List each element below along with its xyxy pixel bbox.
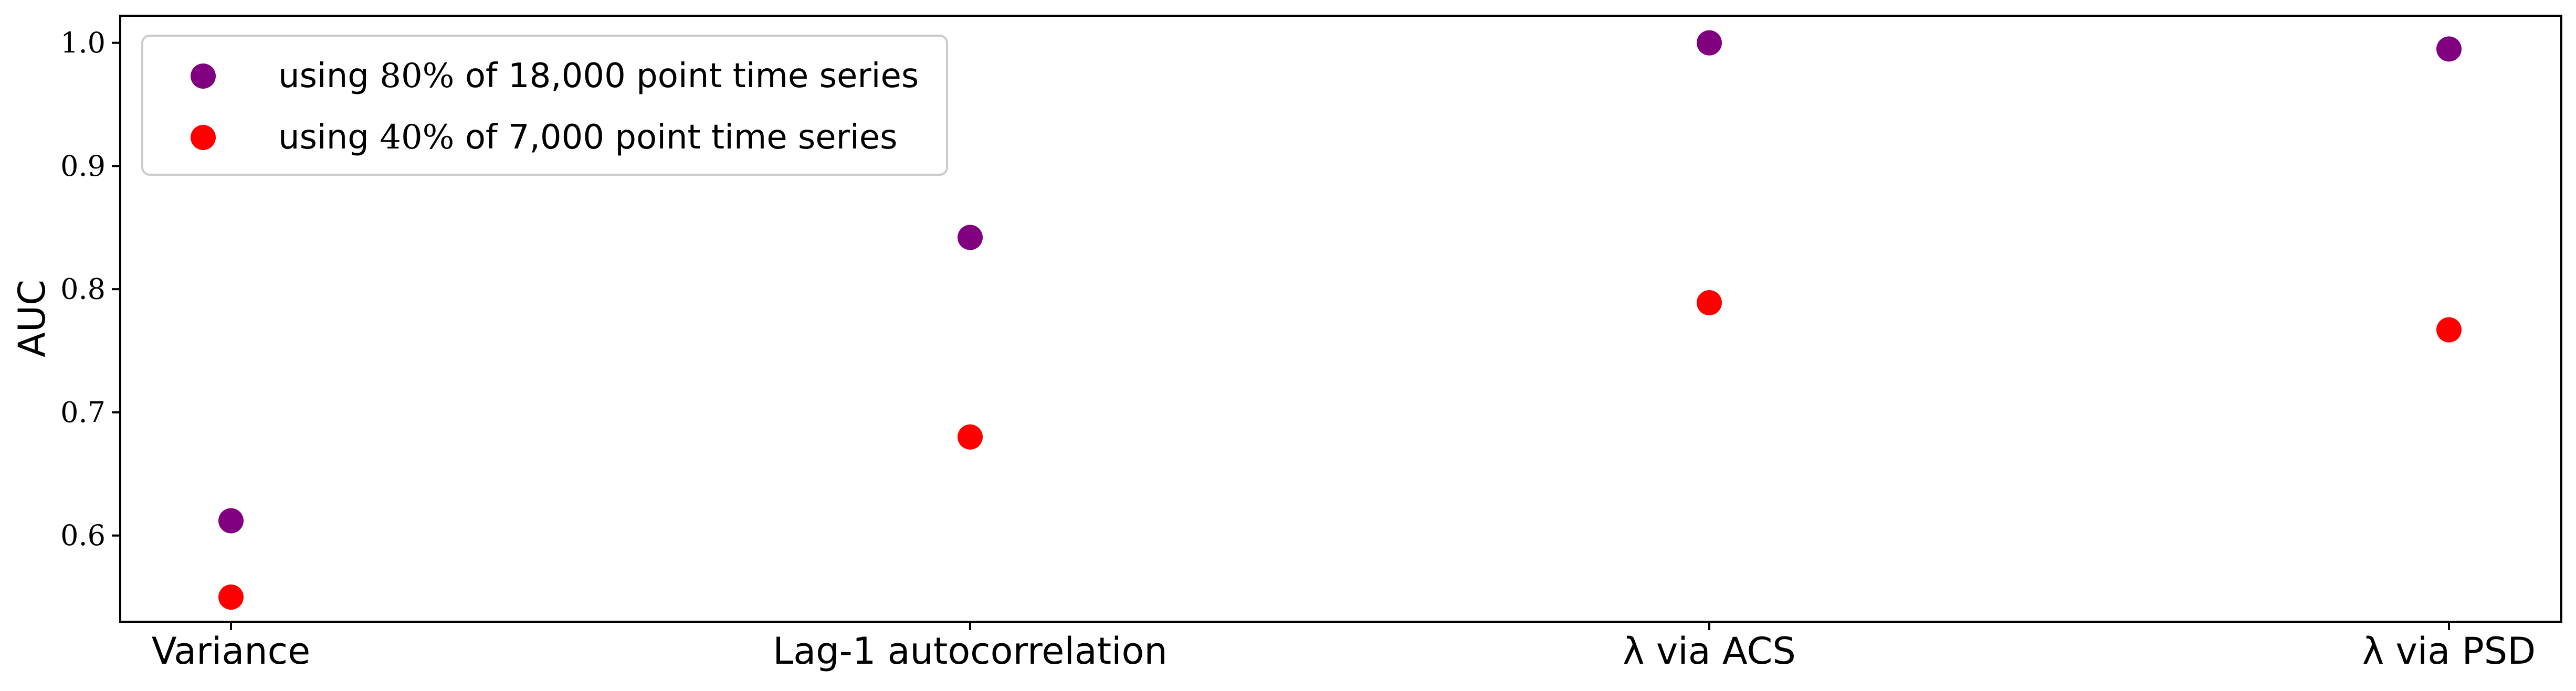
legend-label-part: using xyxy=(278,118,380,157)
y-tick-label: 1.0 xyxy=(60,26,106,59)
legend-label-part: of 18,000 point time series xyxy=(454,57,919,95)
x-axis-ticks: Variance Lag-1 autocorrelation λ via ACS λ … xyxy=(152,622,2536,673)
x-tick-label: λ via PSD xyxy=(2362,630,2536,673)
legend-label-part: 40% xyxy=(380,118,454,157)
x-tick-label: Lag-1 autocorrelation xyxy=(773,630,1168,673)
y-axis-label: AUC xyxy=(10,280,54,357)
legend-label: using 80% of 18,000 point time series xyxy=(278,57,919,95)
data-point xyxy=(218,584,244,610)
legend-marker xyxy=(191,125,216,150)
data-point xyxy=(2436,36,2462,62)
legend-label-part: using xyxy=(278,57,380,95)
y-tick-label: 0.8 xyxy=(60,273,106,306)
plot-area-frame xyxy=(119,15,2562,623)
legend-label-part: of 7,000 point time series xyxy=(454,118,897,157)
y-tick-label: 0.9 xyxy=(60,150,106,183)
data-point xyxy=(2436,317,2462,343)
data-point xyxy=(1697,30,1722,56)
y-axis-ticks: 0.6 0.7 0.8 0.9 1.0 xyxy=(60,26,120,552)
y-tick-label: 0.7 xyxy=(60,396,106,429)
legend-box xyxy=(141,35,948,176)
legend-label: using 40% of 7,000 point time series xyxy=(278,118,897,157)
legend: using 80% of 18,000 point time seriesusi… xyxy=(141,35,948,176)
legend-marker xyxy=(191,63,216,89)
data-point xyxy=(958,225,983,250)
data-marks xyxy=(218,30,2462,610)
data-point xyxy=(1697,290,1722,315)
y-tick-label: 0.6 xyxy=(60,519,106,552)
x-tick-label: λ via ACS xyxy=(1623,630,1796,673)
data-point xyxy=(218,508,244,534)
x-tick-label: Variance xyxy=(152,630,310,673)
legend-label-part: 80% xyxy=(380,57,454,95)
data-point xyxy=(958,424,983,450)
